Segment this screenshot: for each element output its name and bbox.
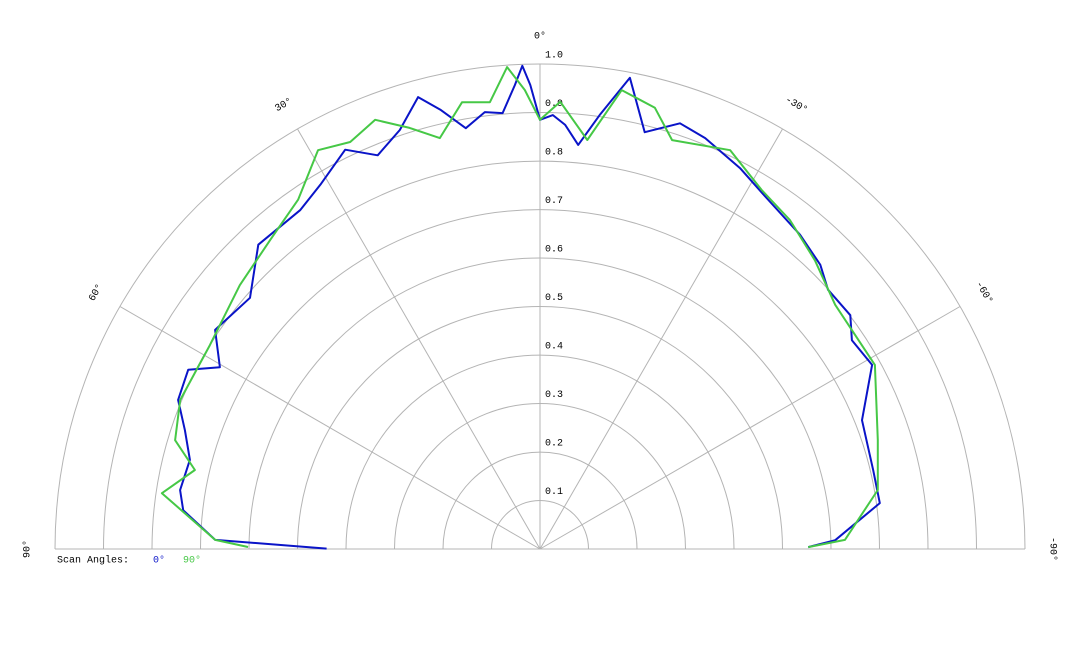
- grid-spoke: [539, 306, 961, 550]
- r-tick-label: 0.2: [545, 439, 563, 450]
- theta-tick-label: 60°: [87, 282, 106, 304]
- r-tick-label: 1.0: [545, 51, 563, 62]
- theta-tick-label: -30°: [783, 94, 810, 116]
- theta-tick-label: -90°: [1046, 537, 1058, 561]
- r-tick-label: 0.8: [545, 148, 563, 159]
- r-tick-label: 0.5: [545, 293, 563, 304]
- r-tick-label: 0.6: [545, 245, 563, 256]
- legend-entry: 90°: [183, 555, 201, 567]
- theta-tick-label: 90°: [22, 540, 34, 558]
- grid-spoke: [119, 306, 541, 550]
- grid-spoke: [539, 128, 783, 550]
- series-line: [177, 64, 881, 550]
- r-tick-label: 0.1: [545, 487, 563, 498]
- r-tick-label: 0.9: [545, 99, 563, 110]
- series-line: [160, 66, 879, 549]
- grid-spoke: [297, 128, 541, 550]
- legend-title: Scan Angles:: [57, 555, 129, 567]
- theta-tick-label: 0°: [534, 31, 546, 43]
- theta-tick-label: -60°: [973, 279, 995, 306]
- theta-tick-label: 30°: [273, 96, 295, 115]
- r-tick-label: 0.3: [545, 390, 563, 401]
- r-tick-label: 0.4: [545, 342, 563, 353]
- r-tick-label: 0.7: [545, 196, 563, 207]
- legend-entry: 0°: [153, 555, 165, 567]
